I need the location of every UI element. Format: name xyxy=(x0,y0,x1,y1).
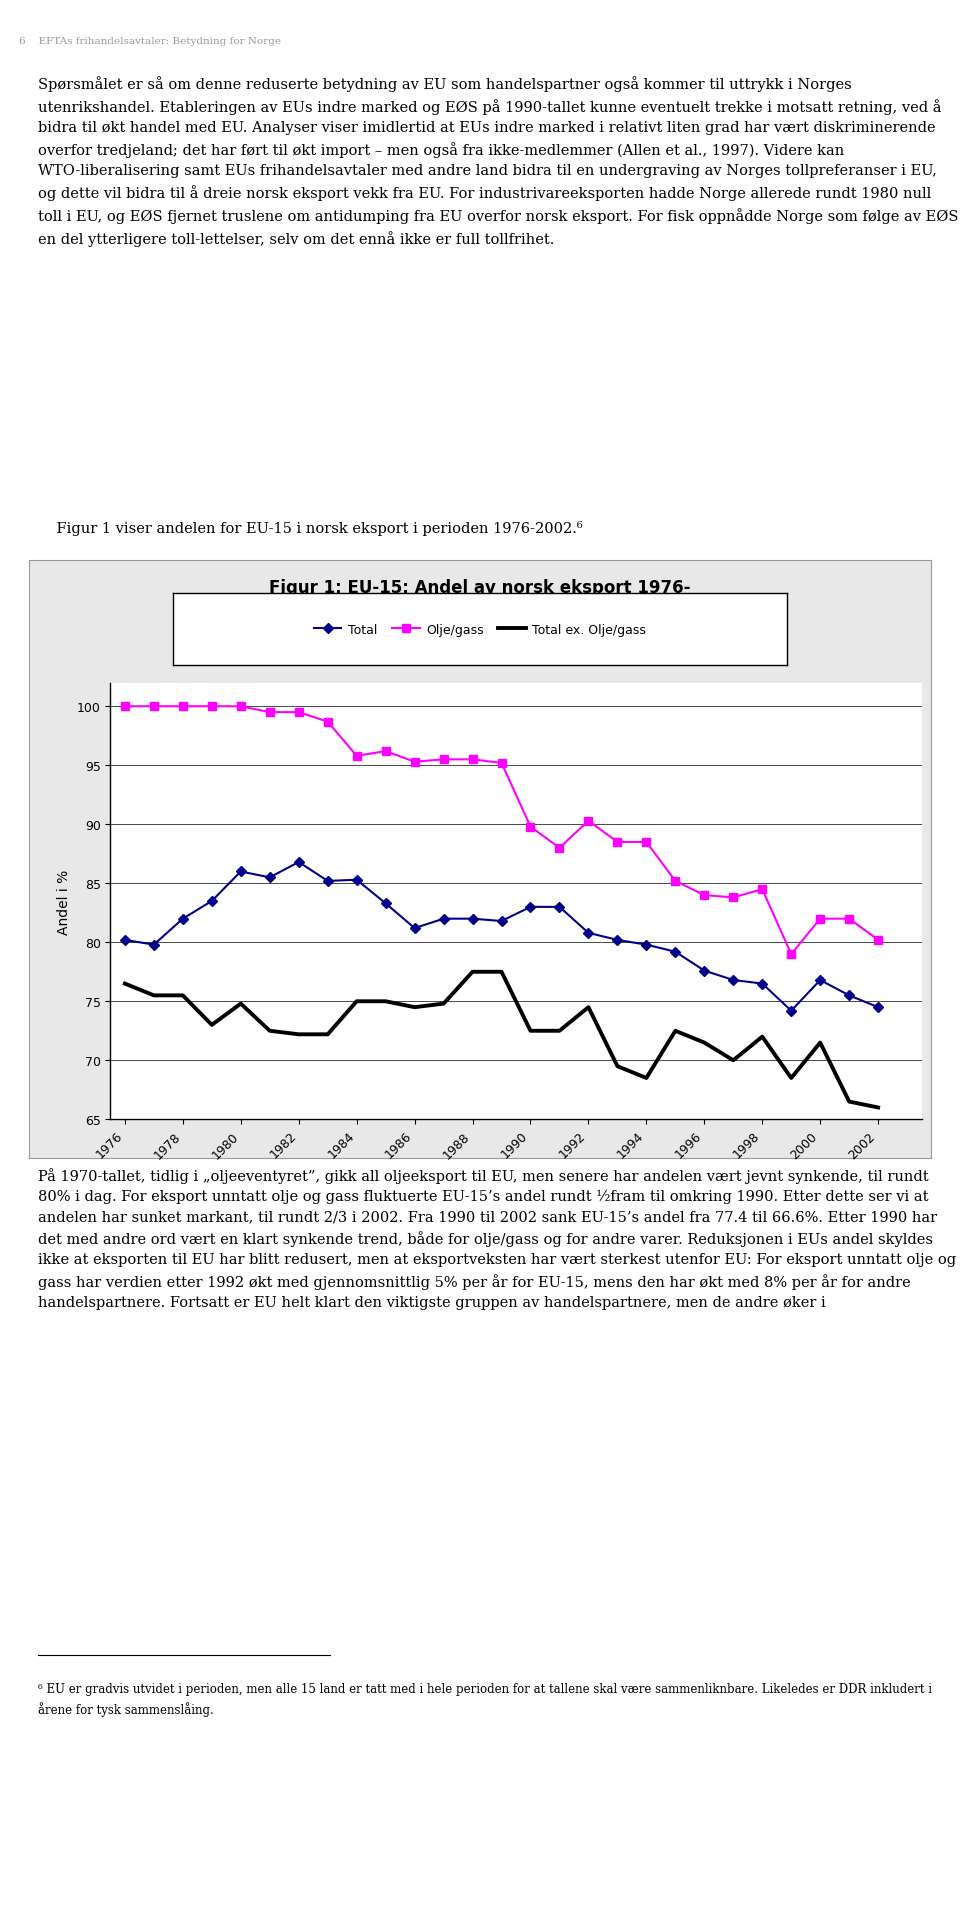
Text: 6    EFTAs frihandelsavtaler: Betydning for Norge: 6 EFTAs frihandelsavtaler: Betydning for… xyxy=(19,36,281,46)
Text: Figur 1 viser andelen for EU-15 i norsk eksport i perioden 1976-2002.⁶: Figur 1 viser andelen for EU-15 i norsk … xyxy=(38,521,583,536)
Legend: Total, Olje/gass, Total ex. Olje/gass: Total, Olje/gass, Total ex. Olje/gass xyxy=(309,618,651,641)
Y-axis label: Andel i %: Andel i % xyxy=(58,869,71,934)
Text: ⁶ EU er gradvis utvidet i perioden, men alle 15 land er tatt med i hele perioden: ⁶ EU er gradvis utvidet i perioden, men … xyxy=(38,1682,932,1717)
Text: På 1970-tallet, tidlig i „oljeeventyret”, gikk all oljeeksport til EU, men sener: På 1970-tallet, tidlig i „oljeeventyret”… xyxy=(38,1168,956,1309)
Text: Spørsmålet er så om denne reduserte betydning av EU som handelspartner også komm: Spørsmålet er så om denne reduserte bety… xyxy=(38,77,959,247)
Text: Figur 1: EU-15: Andel av norsk eksport 1976-
2002: Figur 1: EU-15: Andel av norsk eksport 1… xyxy=(269,578,691,618)
